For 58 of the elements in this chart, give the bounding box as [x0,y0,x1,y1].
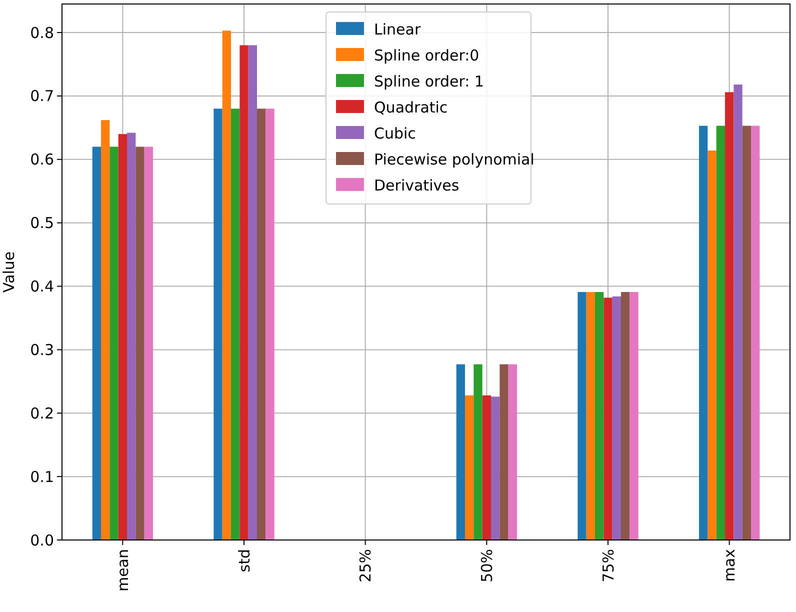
x-tick-label: 50% [478,549,496,582]
y-tick-label: 0.5 [30,214,54,232]
bar [716,126,725,540]
bar [257,108,266,540]
bar [621,292,630,540]
legend-label: Piecewise polynomial [374,150,534,168]
y-tick-label: 0.3 [30,340,54,359]
bar [699,126,708,540]
bar [508,364,517,540]
bar [474,364,482,540]
bar [500,364,508,540]
bar [222,30,231,540]
bar [110,146,118,540]
x-tick-label: 75% [599,549,618,582]
x-tick-label: std [235,549,254,572]
x-tick-label: max [720,548,739,582]
legend-label: Quadratic [374,98,448,116]
legend-label: Linear [374,20,422,38]
bar [248,45,257,540]
bar [136,146,144,540]
y-tick-label: 0.6 [30,150,54,169]
bar [482,395,491,540]
bar [595,292,604,540]
y-tick-label: 0.2 [30,404,54,422]
bar [604,298,612,540]
bar [612,296,621,540]
bar [586,292,595,540]
y-tick-label: 0.0 [30,531,54,550]
bar [240,45,248,540]
x-tick-label: mean [114,549,132,592]
y-axis-title: Value [0,251,18,293]
x-tick-label: 25% [356,549,375,582]
bar [127,132,136,540]
bar [742,126,751,540]
legend-label: Derivatives [374,176,460,194]
bar [630,292,638,540]
bar [734,84,742,540]
bar [231,108,240,540]
y-tick-label: 0.4 [30,278,54,296]
bar [266,108,274,540]
bar [214,108,222,540]
bar [101,120,110,540]
bar [578,292,586,540]
bar [92,146,101,540]
y-tick-label: 0.7 [30,87,54,106]
bar [456,364,465,540]
legend-label: Spline order:0 [374,46,480,64]
bar [751,126,760,540]
y-tick-label: 0.1 [30,468,54,486]
y-tick-label: 0.8 [30,24,54,42]
bar [118,134,127,540]
bar [708,150,716,540]
bar [491,396,500,540]
bar [144,146,153,540]
legend-label: Cubic [374,124,416,142]
bar [725,92,734,540]
bar [465,395,474,540]
legend-label: Spline order: 1 [374,72,484,90]
